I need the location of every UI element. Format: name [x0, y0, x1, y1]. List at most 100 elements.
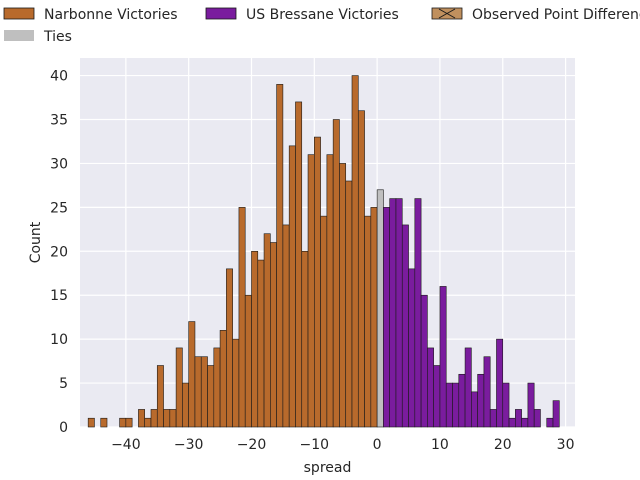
histogram-bar	[276, 84, 284, 428]
histogram-bars	[87, 75, 560, 428]
x-axis-label: spread	[304, 460, 352, 476]
histogram-bar	[357, 110, 365, 428]
histogram-bar	[527, 382, 535, 428]
histogram-bar	[401, 224, 409, 428]
histogram-bar	[433, 365, 441, 428]
x-tick-label: 20	[494, 437, 512, 453]
histogram-bar	[320, 215, 328, 428]
legend-entry: Ties	[4, 29, 72, 45]
y-axis-label: Count	[28, 221, 44, 263]
y-tick-label: 30	[50, 156, 68, 172]
histogram-bar	[156, 365, 164, 428]
histogram-bar	[301, 250, 309, 428]
histogram-bar	[125, 417, 133, 428]
histogram-bar	[307, 154, 315, 428]
legend-label: US Bressane Victories	[246, 7, 399, 23]
histogram-bar	[270, 242, 277, 428]
y-tick-label: 40	[50, 69, 68, 85]
y-tick-label: 35	[50, 113, 68, 129]
histogram-bar	[288, 145, 296, 428]
histogram-bar	[471, 391, 478, 428]
histogram-bar	[200, 356, 208, 428]
histogram-bar	[257, 259, 265, 428]
legend-entry: Observed Point Difference	[431, 7, 640, 23]
x-tick-label: 10	[431, 437, 449, 453]
x-tick-label: −30	[174, 437, 204, 453]
histogram-bar	[144, 417, 152, 428]
histogram-bar	[445, 382, 453, 428]
histogram-bar	[552, 400, 560, 428]
legend-entry: US Bressane Victories	[205, 7, 399, 23]
histogram-bar	[244, 294, 252, 428]
histogram-bar	[87, 417, 95, 428]
histogram-bar	[251, 250, 259, 428]
histogram-bar	[464, 347, 472, 428]
histogram-bar	[263, 233, 271, 428]
histogram-bar	[314, 136, 321, 428]
histogram-bar	[150, 409, 158, 428]
histogram-bar	[483, 356, 491, 428]
histogram-bar	[370, 207, 378, 428]
histogram-bar	[282, 224, 290, 428]
histogram-bar	[383, 207, 390, 428]
histogram-bar	[502, 382, 510, 428]
histogram-bar	[408, 268, 416, 428]
histogram-bar	[194, 356, 202, 428]
histogram-bar	[169, 409, 177, 428]
histogram-bar	[213, 347, 221, 428]
legend-swatch-hatch	[438, 8, 456, 19]
x-tick-labels: −40 −30 −20 −10 0 10 20 30	[111, 437, 574, 453]
histogram-bar	[207, 365, 215, 428]
histogram-bar	[546, 417, 554, 428]
histogram-bar	[452, 382, 460, 428]
histogram-bar	[226, 268, 233, 428]
histogram-bar	[477, 373, 485, 428]
histogram-bar	[326, 154, 334, 428]
legend-label: Ties	[43, 29, 72, 45]
x-tick-label: −40	[111, 437, 141, 453]
histogram-bar	[163, 409, 171, 428]
histogram-bar	[188, 321, 196, 428]
y-tick-labels: 0 5 10 15 20 25 30 35 40	[50, 69, 68, 436]
histogram-bar	[351, 75, 359, 428]
y-tick-label: 25	[50, 200, 68, 216]
histogram-bar	[395, 198, 403, 428]
legend-swatch	[3, 7, 35, 20]
histogram-bar	[389, 198, 397, 428]
histogram-bar	[332, 119, 340, 428]
histogram-bar	[339, 163, 347, 428]
y-tick-label: 5	[59, 376, 68, 392]
y-tick-label: 0	[59, 420, 68, 436]
histogram-bar	[182, 382, 189, 428]
histogram-bar	[376, 189, 384, 428]
histogram-bar	[508, 417, 516, 428]
histogram-bar	[100, 417, 108, 428]
histogram-bar	[232, 338, 240, 428]
histogram-bar	[521, 417, 529, 428]
x-tick-label: −10	[300, 437, 330, 453]
histogram-bar	[439, 286, 447, 428]
histogram-bar	[533, 409, 541, 428]
legend: Narbonne Victories US Bressane Victories O…	[3, 7, 640, 45]
histogram-bar	[414, 198, 422, 428]
histogram-bar	[364, 215, 372, 428]
x-tick-label: −20	[237, 437, 267, 453]
x-tick-label: 0	[373, 437, 382, 453]
histogram-bar	[138, 409, 146, 428]
histogram-bar	[489, 409, 497, 428]
histogram-bar	[427, 347, 434, 428]
histogram-bar	[175, 347, 183, 428]
y-tick-label: 15	[50, 288, 68, 304]
histogram-bar	[420, 294, 428, 428]
x-tick-label: 30	[557, 437, 575, 453]
histogram-bar	[219, 330, 227, 428]
histogram-bar	[238, 207, 246, 428]
y-tick-label: 20	[50, 244, 68, 260]
y-tick-label: 10	[50, 332, 68, 348]
legend-label: Observed Point Difference	[472, 7, 640, 23]
histogram-bar	[515, 409, 522, 428]
histogram-bar	[458, 373, 466, 428]
legend-swatch	[4, 30, 34, 41]
histogram-bar	[496, 338, 504, 428]
